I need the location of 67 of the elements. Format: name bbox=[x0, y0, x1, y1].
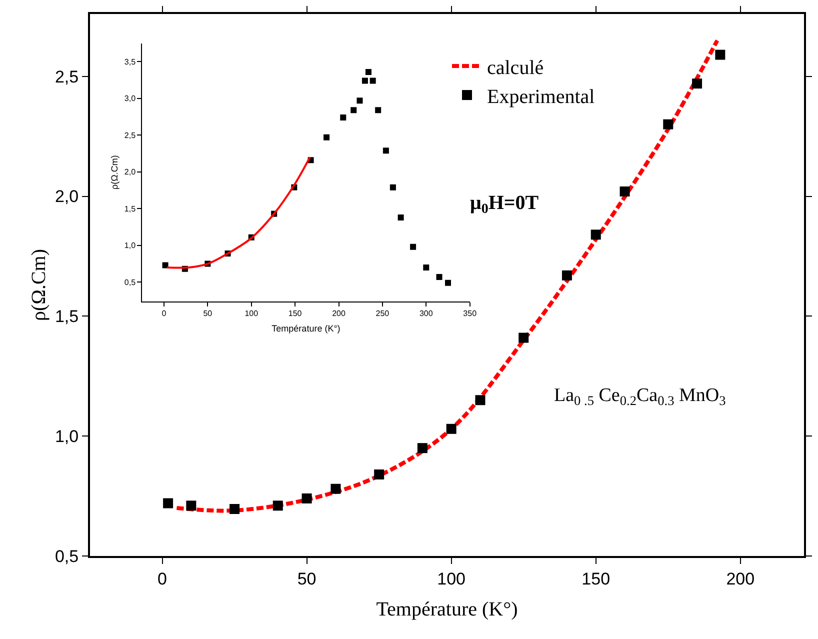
point bbox=[620, 186, 630, 196]
x-tick-label: 100 bbox=[437, 569, 466, 588]
point bbox=[362, 78, 368, 84]
point bbox=[186, 500, 196, 511]
point bbox=[350, 107, 357, 114]
y-tick-label: 3,0 bbox=[124, 94, 136, 104]
x-axis-title: Température (K°) bbox=[376, 598, 518, 620]
point bbox=[436, 274, 442, 280]
x-tick-label: 0 bbox=[162, 308, 167, 318]
legend-label: Experimental bbox=[487, 86, 596, 108]
y-tick-label: 1,5 bbox=[54, 307, 79, 326]
y-tick-label: 2,5 bbox=[54, 67, 79, 86]
x-tick-label: 100 bbox=[244, 308, 259, 318]
point bbox=[417, 443, 428, 454]
point bbox=[715, 50, 726, 60]
y-axis-title: ρ(Ω.Cm) bbox=[28, 248, 50, 322]
point bbox=[302, 493, 312, 504]
point bbox=[518, 332, 529, 343]
legend-label: calculé bbox=[487, 56, 544, 79]
point bbox=[365, 68, 372, 75]
y-tick-label: 1,5 bbox=[124, 204, 136, 214]
point bbox=[410, 244, 416, 250]
x-tick-label: 250 bbox=[376, 308, 390, 318]
y-tick-label: 0,5 bbox=[54, 546, 79, 566]
point bbox=[445, 280, 451, 286]
point bbox=[340, 114, 346, 121]
x-tick-label: 0 bbox=[158, 569, 168, 588]
point bbox=[663, 119, 674, 130]
point bbox=[382, 148, 389, 154]
point bbox=[374, 469, 384, 480]
point bbox=[446, 424, 456, 434]
point bbox=[356, 98, 363, 104]
y-tick-label: 1,0 bbox=[54, 427, 79, 446]
point bbox=[324, 134, 330, 140]
point bbox=[375, 107, 382, 114]
point bbox=[370, 78, 376, 84]
point bbox=[230, 504, 240, 514]
y-axis-title: ρ(Ω.Cm) bbox=[110, 155, 120, 190]
y-tick-label: 3,5 bbox=[124, 57, 136, 66]
x-tick-label: 200 bbox=[726, 569, 755, 588]
x-tick-label: 50 bbox=[203, 308, 213, 318]
y-tick-label: 1,0 bbox=[124, 241, 136, 250]
point bbox=[163, 498, 174, 508]
x-tick-label: 150 bbox=[582, 569, 610, 588]
y-tick-label: 2,0 bbox=[124, 168, 136, 177]
point bbox=[423, 264, 430, 270]
x-tick-label: 350 bbox=[463, 308, 478, 318]
point bbox=[692, 78, 702, 89]
x-tick-label: 50 bbox=[297, 569, 316, 588]
x-axis-title: Température (K°) bbox=[272, 324, 340, 334]
point bbox=[590, 230, 601, 240]
x-tick-label: 200 bbox=[332, 308, 346, 318]
point bbox=[330, 484, 341, 494]
x-tick-label: 300 bbox=[419, 308, 434, 318]
point bbox=[272, 500, 283, 511]
annotation: μ$_{0}$H=0T bbox=[470, 192, 540, 218]
x-tick-label: 150 bbox=[288, 308, 302, 318]
point bbox=[562, 270, 572, 280]
line-series bbox=[174, 38, 720, 513]
point bbox=[398, 214, 404, 220]
y-tick-label: 2,5 bbox=[124, 130, 136, 140]
y-tick-label: 2,0 bbox=[54, 187, 79, 206]
annotation: La$_{0 .5}$ Ce$_{0.2}$Ca$_{0.3}$ MnO$_{3}$ bbox=[554, 385, 726, 408]
point bbox=[390, 184, 396, 190]
y-tick-label: 0,5 bbox=[124, 278, 136, 287]
point bbox=[475, 395, 486, 406]
point bbox=[162, 262, 168, 268]
